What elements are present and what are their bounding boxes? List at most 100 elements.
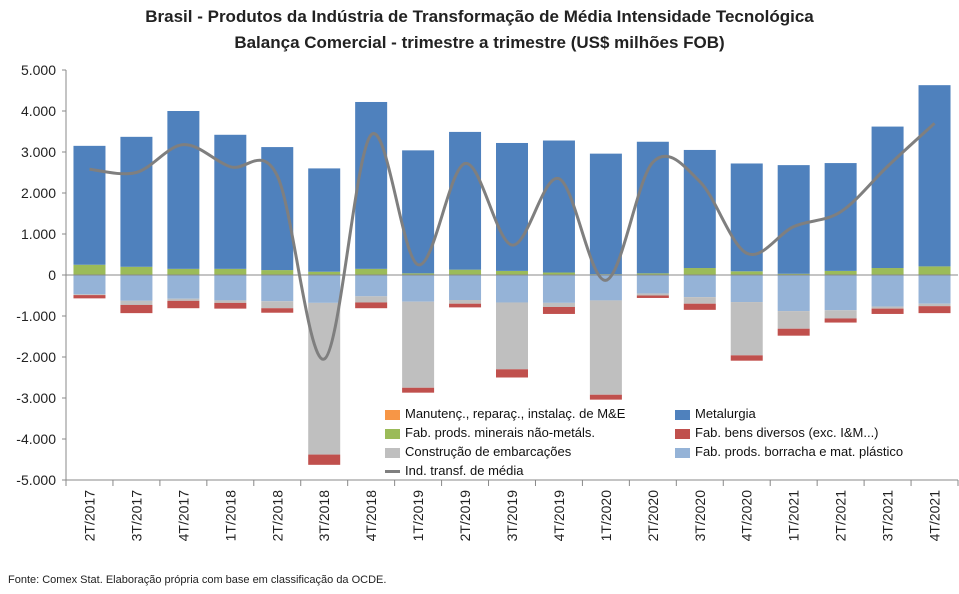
bar-2-2T/2021 xyxy=(824,310,857,319)
bar-1-3T/2019 xyxy=(496,270,528,275)
x-tick-label: 2T/2020 xyxy=(645,490,661,542)
bar-2-2T/2019 xyxy=(449,300,482,304)
bar-4-4T/2020 xyxy=(730,163,763,272)
bar-2-4T/2019 xyxy=(542,302,575,307)
x-tick-label: 4T/2021 xyxy=(927,490,943,542)
bar-4-1T/2018 xyxy=(214,134,247,269)
x-tick-label: 4T/2019 xyxy=(551,490,567,542)
bar-2-1T/2019 xyxy=(402,301,435,388)
bar-6-3T/2018 xyxy=(308,275,341,303)
legend-label: Ind. transf. de média xyxy=(405,463,524,478)
x-tick-label: 1T/2019 xyxy=(410,490,426,542)
y-tick-label: 4.000 xyxy=(21,103,56,119)
bar-6-4T/2020 xyxy=(730,275,763,303)
x-tick-label: 2T/2017 xyxy=(81,490,97,542)
series-line-ind-transf xyxy=(89,122,936,361)
x-tick-label: 3T/2018 xyxy=(316,490,332,542)
bar-1-2T/2017 xyxy=(73,264,106,275)
legend-swatch xyxy=(675,448,690,458)
bar-1-4T/2018 xyxy=(355,268,388,275)
bar-5-2T/2021 xyxy=(824,318,857,323)
bar-1-3T/2018 xyxy=(308,271,341,275)
bar-5-2T/2020 xyxy=(636,295,669,298)
bar-4-4T/2019 xyxy=(542,140,575,273)
bar-2-1T/2021 xyxy=(777,311,810,329)
bar-4-1T/2020 xyxy=(589,153,622,275)
x-tick-label: 4T/2020 xyxy=(739,490,755,542)
bar-6-4T/2019 xyxy=(542,275,575,303)
bar-6-1T/2021 xyxy=(777,275,810,312)
bar-4-3T/2019 xyxy=(496,142,528,271)
bar-2-3T/2020 xyxy=(683,297,716,304)
bar-1-1T/2019 xyxy=(402,273,435,275)
x-tick-label: 1T/2018 xyxy=(222,490,238,542)
bar-6-4T/2017 xyxy=(167,275,200,299)
bar-5-3T/2021 xyxy=(871,308,904,314)
bar-6-1T/2019 xyxy=(402,275,435,302)
y-tick-label: -5.000 xyxy=(16,472,56,488)
bar-2-3T/2017 xyxy=(120,300,153,305)
y-tick-label: 3.000 xyxy=(21,144,56,160)
bar-5-4T/2020 xyxy=(730,355,763,361)
bar-6-3T/2017 xyxy=(120,275,153,301)
bar-1-2T/2021 xyxy=(824,270,857,275)
bar-2-4T/2018 xyxy=(355,296,388,303)
x-tick-label: 1T/2020 xyxy=(598,490,614,542)
bar-6-2T/2017 xyxy=(73,275,106,295)
bar-5-2T/2019 xyxy=(449,303,482,308)
bar-1-3T/2021 xyxy=(871,268,904,275)
legend-label: Fab. bens diversos (exc. I&M...) xyxy=(695,425,879,440)
y-tick-label: 5.000 xyxy=(21,62,56,78)
bar-5-4T/2021 xyxy=(918,306,951,314)
bar-2-3T/2019 xyxy=(496,302,528,370)
bar-2-1T/2020 xyxy=(589,300,622,395)
y-tick-label: -1.000 xyxy=(16,308,56,324)
y-tick-label: -3.000 xyxy=(16,390,56,406)
bar-1-3T/2020 xyxy=(683,268,716,275)
source-note: Fonte: Comex Stat. Elaboração própria co… xyxy=(8,574,387,586)
x-tick-label: 1T/2021 xyxy=(786,490,802,542)
bar-5-3T/2020 xyxy=(683,303,716,310)
x-tick-label: 2T/2021 xyxy=(833,490,849,542)
bar-5-1T/2020 xyxy=(589,394,622,400)
legend-label: Metalurgia xyxy=(695,406,756,421)
bar-1-4T/2017 xyxy=(167,268,200,275)
bar-1-2T/2019 xyxy=(449,269,482,275)
legend-label: Fab. prods. minerais não-metáls. xyxy=(405,425,596,440)
bar-5-4T/2018 xyxy=(355,302,388,309)
bar-5-3T/2017 xyxy=(120,304,153,314)
bar-6-2T/2020 xyxy=(636,275,669,294)
bar-6-4T/2021 xyxy=(918,275,951,304)
bar-1-4T/2021 xyxy=(918,266,951,275)
chart-subtitle: Balança Comercial - trimestre a trimestr… xyxy=(234,33,725,52)
y-tick-label: 0 xyxy=(48,267,56,283)
legend-swatch xyxy=(385,429,400,439)
y-tick-label: 2.000 xyxy=(21,185,56,201)
legend-swatch xyxy=(675,429,690,439)
bar-5-3T/2018 xyxy=(308,454,341,465)
bar-1-2T/2018 xyxy=(261,270,294,275)
y-tick-label: 1.000 xyxy=(21,226,56,242)
bar-5-1T/2021 xyxy=(777,328,810,336)
bar-5-1T/2018 xyxy=(214,302,247,309)
bar-4-1T/2021 xyxy=(777,165,810,274)
bar-4-4T/2018 xyxy=(355,101,388,269)
bar-1-4T/2019 xyxy=(542,272,575,275)
bar-4-3T/2020 xyxy=(683,149,716,269)
bar-1-1T/2021 xyxy=(777,273,810,275)
bar-6-2T/2019 xyxy=(449,275,482,301)
legend: Manutenç., reparaç., instalaç. de M&E Me… xyxy=(383,406,958,484)
x-tick-label: 3T/2019 xyxy=(504,490,520,542)
legend-label: Construção de embarcações xyxy=(405,444,572,459)
bar-4-2T/2018 xyxy=(261,147,294,271)
bar-5-2T/2017 xyxy=(73,295,106,299)
bar-2-4T/2021 xyxy=(918,303,951,307)
bar-6-4T/2018 xyxy=(355,275,388,297)
bar-5-2T/2018 xyxy=(261,308,294,313)
bar-2-2T/2018 xyxy=(261,301,294,309)
bar-4-4T/2021 xyxy=(918,85,951,267)
legend-label: Manutenç., reparaç., instalaç. de M&E xyxy=(405,406,626,421)
bar-6-1T/2018 xyxy=(214,275,247,301)
bar-5-4T/2019 xyxy=(542,306,575,314)
x-tick-label: 3T/2020 xyxy=(692,490,708,542)
